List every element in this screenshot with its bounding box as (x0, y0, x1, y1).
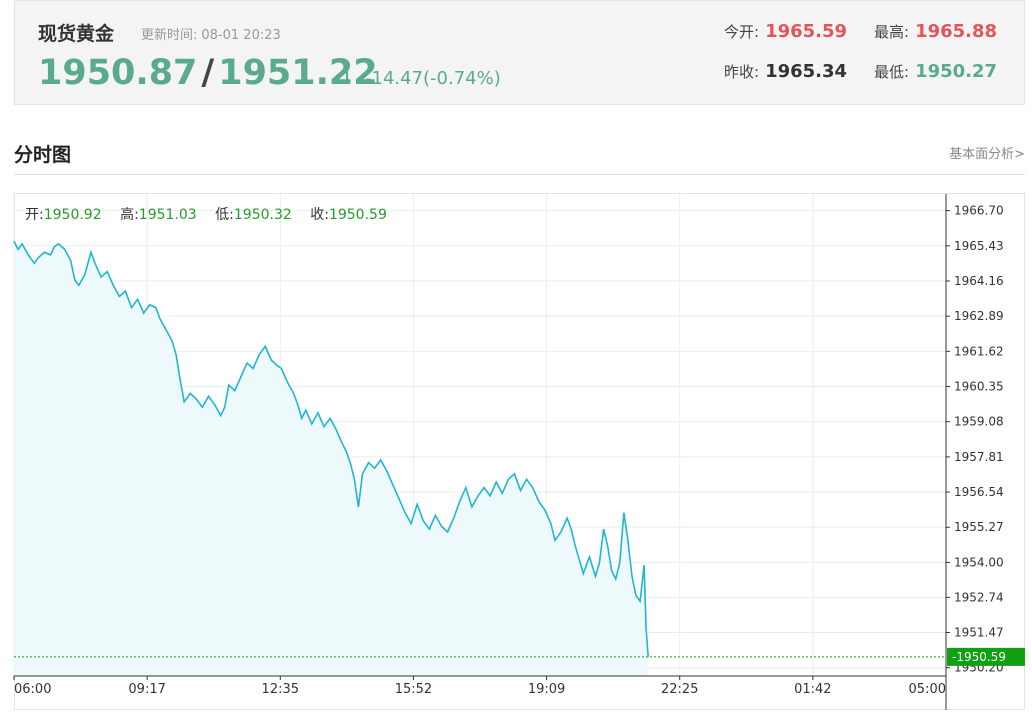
prev-close-label: 昨收: (724, 63, 760, 81)
section-title: 分时图 (14, 144, 72, 166)
ohlc-open-value: 1950.92 (43, 207, 102, 223)
ohlc-close-value: 1950.59 (328, 207, 387, 223)
low-value: 1950.27 (915, 61, 998, 82)
bid-ask-price: 1950.87/1951.22 (38, 53, 378, 93)
open-label: 今开: (724, 23, 760, 41)
ohlc-low-value: 1950.32 (233, 207, 292, 223)
high-label: 最高: (874, 23, 910, 41)
price-change: -14.47(-0.74%) (365, 68, 501, 89)
low-label: 最低: (874, 63, 910, 81)
down-arrow-icon: ↓ (340, 69, 355, 89)
ask-price: 1951.22 (218, 53, 378, 93)
bid-price: 1950.87 (38, 53, 198, 93)
update-time: 更新时间: 08-01 20:23 (141, 24, 281, 43)
ohlc-close-label: 收: (310, 207, 329, 223)
intraday-chart-frame (14, 193, 1025, 710)
prev-close-stat: 昨收: 1965.34 (724, 61, 847, 82)
section-divider (14, 174, 1025, 175)
ohlc-low-label: 低: (215, 207, 234, 223)
fundamental-analysis-link[interactable]: 基本面分析> (949, 147, 1025, 162)
ohlc-high-value: 1951.03 (138, 207, 197, 223)
instrument-name: 现货黄金 (38, 23, 115, 45)
open-stat: 今开: 1965.59 (724, 21, 847, 42)
ohlc-open-label: 开: (25, 207, 44, 223)
ohlc-legend: 开:1950.92 高:1951.03 低:1950.32 收:1950.59 (25, 204, 401, 224)
price-separator: / (201, 53, 215, 93)
update-time-value: 08-01 20:23 (201, 28, 281, 43)
low-stat: 最低: 1950.27 (874, 61, 997, 82)
high-value: 1965.88 (915, 21, 998, 42)
ohlc-high-label: 高: (120, 207, 139, 223)
prev-close-value: 1965.34 (765, 61, 848, 82)
quote-panel: 现货黄金 更新时间: 08-01 20:23 1950.87/1951.22 ↓ … (14, 0, 1025, 105)
high-stat: 最高: 1965.88 (874, 21, 997, 42)
update-time-label: 更新时间: (141, 28, 198, 43)
open-value: 1965.59 (765, 21, 848, 42)
